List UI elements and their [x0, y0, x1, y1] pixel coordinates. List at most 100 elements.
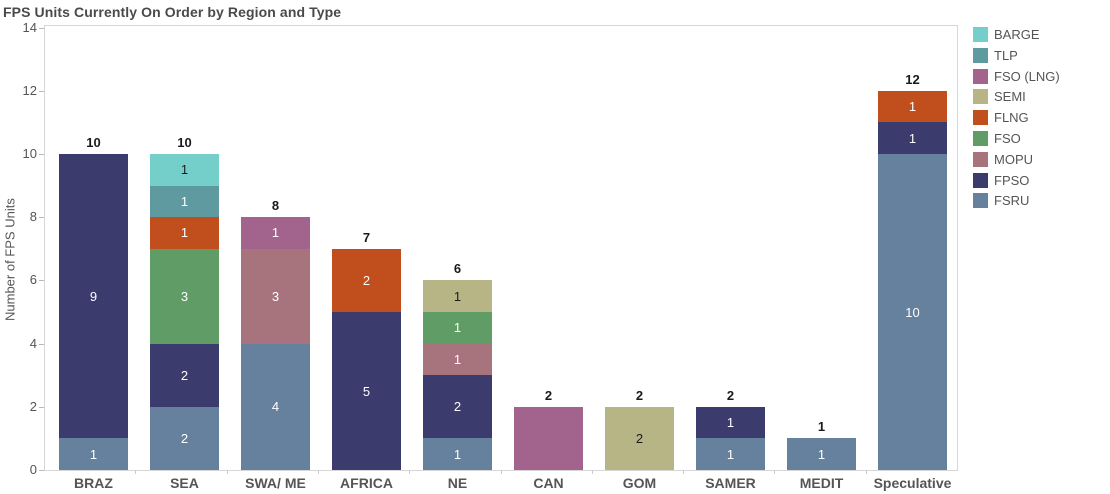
y-axis-tick-label: 14 — [22, 19, 37, 35]
y-axis-tick-label: 8 — [29, 209, 37, 225]
bar-total-label: 7 — [362, 229, 371, 245]
x-axis-label-samer[interactable]: SAMER — [705, 475, 756, 491]
bar-total-label: 6 — [453, 261, 462, 277]
y-axis-tick-label: 0 — [29, 462, 37, 477]
bar-segment-fpso[interactable]: 9 — [59, 154, 128, 439]
legend-swatch-icon — [973, 193, 988, 209]
x-axis-label-africa[interactable]: AFRICA — [340, 475, 393, 491]
y-axis-tick-label: 10 — [22, 146, 37, 161]
bar-segment-flng[interactable]: 1 — [150, 217, 219, 249]
y-axis-tick-mark — [39, 470, 44, 471]
legend-item-fsru[interactable]: FSRU — [973, 193, 1030, 209]
legend-item-semi[interactable]: SEMI — [973, 89, 1026, 105]
segment-value-label: 5 — [362, 383, 371, 399]
legend-item-barge[interactable]: BARGE — [973, 27, 1040, 42]
bar-segment-flng[interactable]: 1 — [878, 90, 947, 123]
bar-segment-fpso[interactable]: 5 — [332, 312, 401, 470]
y-axis-tick-label: 6 — [29, 272, 37, 288]
segment-value-label: 9 — [89, 288, 98, 304]
bar-segment-tlp[interactable]: 1 — [150, 185, 219, 218]
segment-value-label: 1 — [453, 288, 462, 304]
segment-value-label: 1 — [453, 351, 462, 367]
legend-swatch-icon — [973, 89, 988, 105]
y-axis-tick-mark — [39, 343, 44, 345]
bar-segment-fso[interactable]: 1 — [423, 312, 492, 344]
segment-value-label: 3 — [271, 288, 280, 304]
bar-total-label: 10 — [86, 135, 101, 150]
y-axis-tick-mark — [39, 90, 44, 92]
plot-top-border — [44, 25, 957, 26]
x-axis-label-gom[interactable]: GOM — [622, 475, 657, 491]
legend-label: SEMI — [994, 89, 1026, 105]
x-axis-tick-mark — [317, 470, 319, 474]
x-axis-label-swa-me[interactable]: SWA/ ME — [245, 475, 306, 491]
legend-swatch-icon — [973, 110, 988, 126]
chart-title: FPS Units Currently On Order by Region a… — [3, 4, 342, 20]
legend-swatch-icon — [973, 47, 988, 63]
y-axis-tick-mark — [39, 217, 44, 219]
bar-total-label: 2 — [544, 387, 553, 403]
segment-value-label: 1 — [453, 320, 462, 336]
bar-segment-fpso[interactable]: 2 — [150, 343, 219, 407]
legend-label: FPSO — [994, 172, 1030, 188]
x-axis-tick-mark — [500, 470, 502, 474]
legend-label: TLP — [994, 47, 1018, 63]
legend-label: FSRU — [994, 193, 1030, 209]
segment-value-label: 3 — [180, 288, 189, 304]
bar-segment-flng[interactable]: 2 — [332, 248, 401, 312]
segment-value-label: 2 — [453, 399, 462, 415]
legend-item-mopu[interactable]: MOPU — [973, 151, 1033, 167]
bar-segment-fsru[interactable]: 1 — [423, 438, 492, 470]
x-axis-label-sea[interactable]: SEA — [170, 475, 199, 491]
legend-label: MOPU — [994, 151, 1033, 167]
x-axis-tick-mark — [865, 470, 867, 474]
legend-item-tlp[interactable]: TLP — [973, 47, 1018, 63]
bar-segment-fpso[interactable]: 1 — [878, 122, 947, 154]
legend-swatch-icon — [973, 27, 988, 42]
bar-segment-fsru[interactable]: 1 — [59, 438, 128, 470]
segment-value-label: 1 — [726, 415, 735, 431]
x-axis-label-braz[interactable]: BRAZ — [74, 475, 113, 491]
bar-segment-fpso[interactable]: 1 — [696, 406, 765, 439]
bar-segment-fso[interactable]: 3 — [150, 248, 219, 344]
plot-left-border — [44, 25, 45, 471]
legend-item-fpso[interactable]: FPSO — [973, 172, 1030, 188]
bar-total-label: 12 — [905, 71, 920, 87]
bar-segment-fso-lng-[interactable]: 1 — [241, 217, 310, 249]
segment-value-label: 1 — [89, 446, 98, 462]
plot-right-border — [957, 25, 958, 471]
bar-segment-fsru[interactable]: 1 — [696, 438, 765, 470]
legend-item-flng[interactable]: FLNG — [973, 110, 1029, 126]
legend-label: FSO (LNG) — [994, 68, 1060, 84]
segment-value-label: 1 — [180, 225, 189, 241]
x-axis-label-ne[interactable]: NE — [447, 475, 468, 491]
bar-segment-fsru[interactable]: 4 — [241, 343, 310, 470]
bar-segment-fso-lng-[interactable] — [514, 406, 583, 470]
bar-segment-fpso[interactable]: 2 — [423, 375, 492, 439]
bar-segment-semi[interactable]: 2 — [605, 406, 674, 470]
x-axis-label-speculative[interactable]: Speculative — [873, 475, 952, 491]
x-axis-label-can[interactable]: CAN — [533, 475, 564, 491]
legend-label: FSO — [994, 131, 1021, 146]
x-axis-tick-mark — [226, 470, 228, 474]
bar-segment-barge[interactable]: 1 — [150, 154, 219, 186]
bar-segment-mopu[interactable]: 3 — [241, 248, 310, 344]
x-axis-label-medit[interactable]: MEDIT — [799, 475, 844, 491]
segment-value-label: 2 — [180, 367, 189, 383]
y-axis-tick-mark — [39, 406, 44, 408]
segment-value-label: 1 — [453, 446, 462, 462]
bar-segment-fsru[interactable]: 2 — [150, 406, 219, 470]
segment-value-label: 10 — [905, 304, 920, 320]
segment-value-label: 1 — [908, 99, 917, 115]
bar-segment-semi[interactable]: 1 — [423, 280, 492, 312]
bar-segment-fsru[interactable]: 10 — [878, 154, 947, 470]
bar-segment-fsru[interactable]: 1 — [787, 438, 856, 470]
bar-segment-mopu[interactable]: 1 — [423, 343, 492, 376]
y-axis-tick-mark — [39, 27, 44, 29]
bar-total-label: 2 — [635, 387, 644, 403]
legend-swatch-icon — [973, 131, 988, 146]
y-axis-tick-mark — [39, 154, 44, 155]
legend-item-fso[interactable]: FSO — [973, 131, 1021, 146]
legend-item-fso-lng-[interactable]: FSO (LNG) — [973, 68, 1060, 84]
